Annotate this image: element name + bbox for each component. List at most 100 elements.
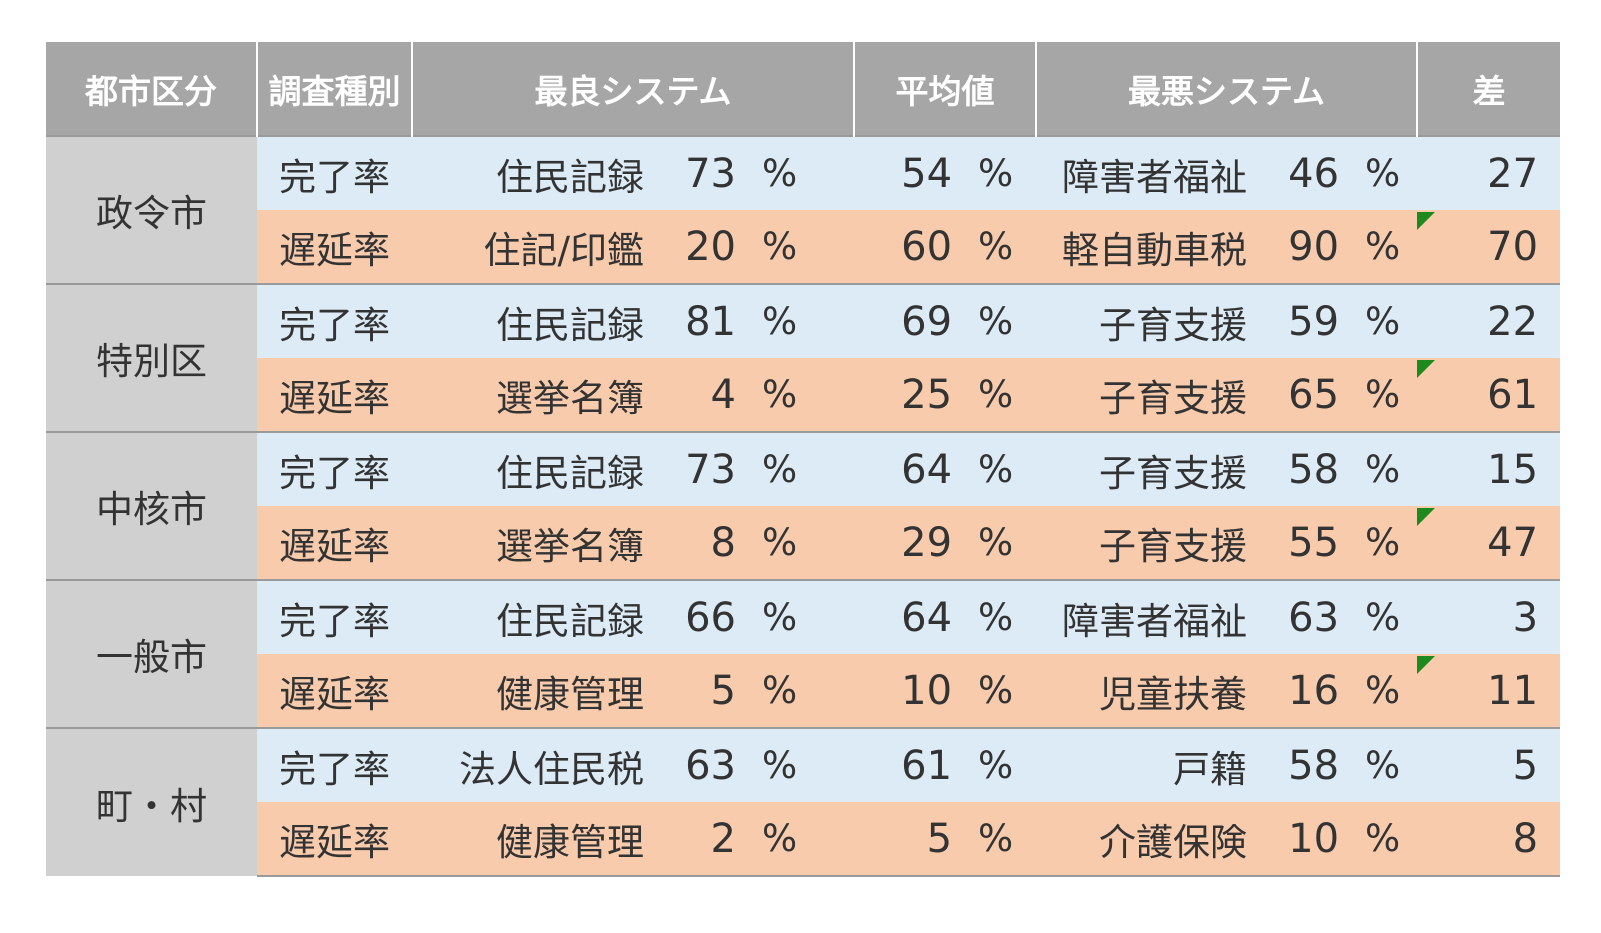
best-system-value: 4: [656, 358, 736, 432]
percent-unit: %: [1339, 431, 1418, 506]
percent-unit: %: [736, 431, 855, 506]
average-value: 10: [854, 654, 953, 728]
worst-system-name: 児童扶養: [1036, 654, 1260, 728]
table-row: 遅延率 選挙名簿 8% 29% 子育支援 55% 47: [46, 506, 1561, 580]
table-row: 中核市 完了率 住民記録 73% 64% 子育支援 58% 15: [46, 431, 1561, 580]
header-average: 平均値: [853, 42, 1037, 136]
worst-system-value: 58: [1259, 727, 1340, 802]
best-system-name: 健康管理: [412, 654, 656, 728]
header-diff: 差: [1416, 42, 1561, 136]
best-system-name: 住記/印鑑: [412, 210, 656, 284]
best-system-value: 20: [656, 210, 736, 284]
city-category-cell: 一般市: [46, 579, 257, 728]
table-row: 遅延率 健康管理 5% 10% 児童扶養 16% 11: [46, 654, 1561, 728]
survey-type-cell: 完了率: [257, 431, 412, 506]
best-system-name: 住民記録: [412, 431, 656, 506]
diff-text: 61: [1487, 371, 1539, 418]
city-category-cell: 中核市: [46, 431, 257, 580]
diff-text: 3: [1512, 594, 1539, 641]
percent-unit: %: [736, 506, 855, 580]
header-best-system: 最良システム: [410, 42, 855, 136]
diff-text: 22: [1487, 298, 1539, 345]
diff-value: 61: [1417, 358, 1561, 432]
percent-unit: %: [952, 210, 1037, 284]
table-body: 政令市 完了率 住民記録 73% 54% 障害者福祉 46% 27 遅延率 住記/印鑑 20% 60%…: [46, 135, 1561, 877]
average-value: 64: [854, 431, 953, 506]
average-value: 54: [854, 135, 953, 210]
diff-value: 70: [1417, 210, 1561, 284]
worst-system-value: 63: [1259, 579, 1340, 654]
diff-value: 47: [1417, 506, 1561, 580]
percent-unit: %: [1339, 135, 1418, 210]
worst-system-value: 10: [1259, 802, 1340, 877]
diff-text: 70: [1487, 223, 1539, 270]
diff-text: 47: [1487, 519, 1539, 566]
percent-unit: %: [952, 358, 1037, 432]
best-system-value: 5: [656, 654, 736, 728]
survey-type-cell: 遅延率: [257, 654, 412, 728]
worst-system-value: 58: [1259, 431, 1340, 506]
header-type: 調査種別: [256, 42, 412, 136]
green-triangle-flag-icon: [1417, 212, 1436, 230]
survey-type-cell: 遅延率: [257, 358, 412, 432]
worst-system-value: 16: [1259, 654, 1340, 728]
percent-unit: %: [1339, 506, 1418, 580]
diff-value: 5: [1417, 727, 1561, 802]
worst-system-name: 子育支援: [1036, 506, 1260, 580]
diff-text: 11: [1487, 667, 1539, 714]
table-row: 遅延率 選挙名簿 4% 25% 子育支援 65% 61: [46, 358, 1561, 432]
survey-table: 都市区分 調査種別 最良システム 平均値 最悪システム 差 政令市 完了率 住民記録…: [46, 42, 1561, 877]
average-value: 60: [854, 210, 953, 284]
worst-system-name: 障害者福祉: [1036, 135, 1260, 210]
table-row: 特別区 完了率 住民記録 81% 69% 子育支援 59% 22: [46, 283, 1561, 432]
header-worst-system: 最悪システム: [1035, 42, 1418, 136]
percent-unit: %: [736, 135, 855, 210]
worst-system-value: 46: [1259, 135, 1340, 210]
header-city: 都市区分: [46, 42, 257, 136]
percent-unit: %: [736, 358, 855, 432]
header-row: 都市区分 調査種別 最良システム 平均値 最悪システム 差: [46, 42, 1561, 136]
best-system-name: 住民記録: [412, 579, 656, 654]
best-system-name: 選挙名簿: [412, 506, 656, 580]
survey-type-cell: 完了率: [257, 135, 412, 210]
survey-type-cell: 完了率: [257, 283, 412, 358]
worst-system-name: 戸籍: [1036, 727, 1260, 802]
green-triangle-flag-icon: [1417, 508, 1436, 526]
percent-unit: %: [952, 135, 1037, 210]
best-system-value: 73: [656, 431, 736, 506]
survey-type-cell: 完了率: [257, 579, 412, 654]
percent-unit: %: [736, 210, 855, 284]
percent-unit: %: [952, 506, 1037, 580]
percent-unit: %: [736, 727, 855, 802]
worst-system-name: 子育支援: [1036, 283, 1260, 358]
diff-text: 27: [1487, 150, 1539, 197]
table-row: 遅延率 住記/印鑑 20% 60% 軽自動車税 90% 70: [46, 210, 1561, 284]
table-row: 一般市 完了率 住民記録 66% 64% 障害者福祉 63% 3: [46, 579, 1561, 728]
percent-unit: %: [1339, 727, 1418, 802]
percent-unit: %: [1339, 802, 1418, 877]
best-system-name: 選挙名簿: [412, 358, 656, 432]
average-value: 69: [854, 283, 953, 358]
diff-value: 8: [1417, 802, 1561, 877]
worst-system-name: 障害者福祉: [1036, 579, 1260, 654]
worst-system-name: 軽自動車税: [1036, 210, 1260, 284]
percent-unit: %: [1339, 654, 1418, 728]
average-value: 61: [854, 727, 953, 802]
best-system-value: 66: [656, 579, 736, 654]
percent-unit: %: [952, 727, 1037, 802]
average-value: 25: [854, 358, 953, 432]
best-system-value: 63: [656, 727, 736, 802]
percent-unit: %: [952, 431, 1037, 506]
diff-text: 8: [1512, 815, 1539, 862]
survey-type-cell: 遅延率: [257, 506, 412, 580]
worst-system-name: 子育支援: [1036, 358, 1260, 432]
percent-unit: %: [1339, 579, 1418, 654]
diff-value: 15: [1417, 431, 1561, 506]
table-row: 遅延率 健康管理 2% 5% 介護保険 10% 8: [46, 802, 1561, 877]
best-system-name: 法人住民税: [412, 727, 656, 802]
best-system-value: 81: [656, 283, 736, 358]
table-row: 町・村 完了率 法人住民税 63% 61% 戸籍 58% 5: [46, 727, 1561, 876]
city-category-cell: 町・村: [46, 727, 257, 876]
best-system-value: 73: [656, 135, 736, 210]
percent-unit: %: [1339, 358, 1418, 432]
